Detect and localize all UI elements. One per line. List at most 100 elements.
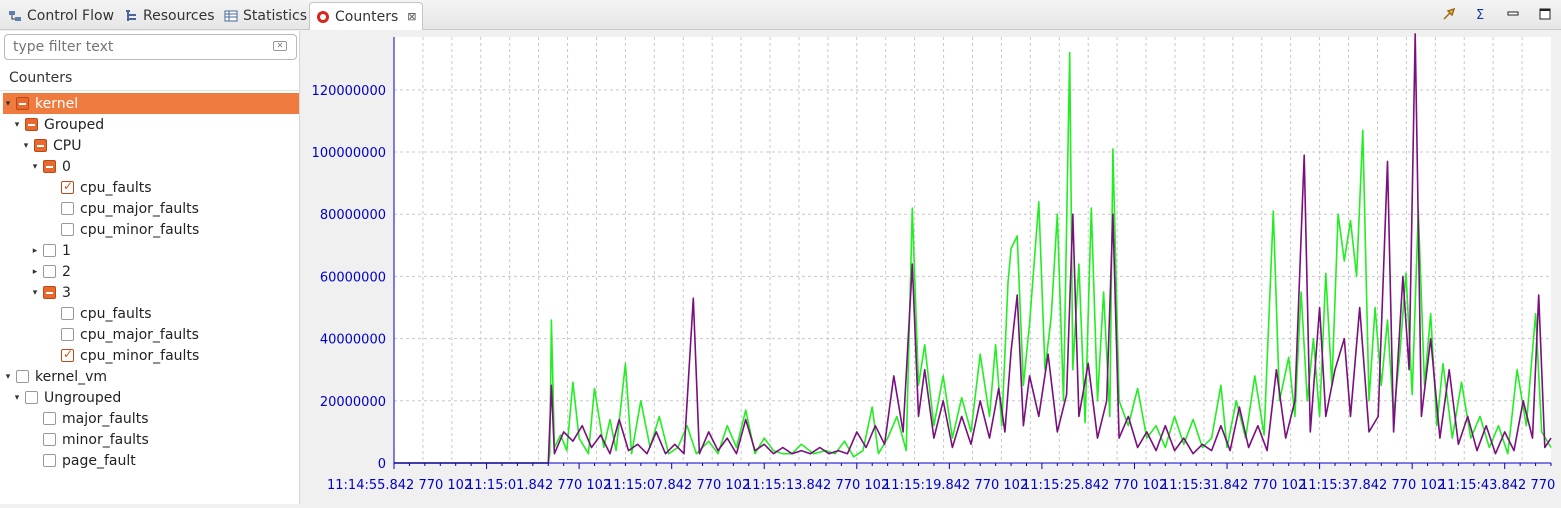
filter-input[interactable] <box>4 34 297 60</box>
tree-item[interactable]: ▾ CPU <box>3 135 299 156</box>
tree-item[interactable]: ▾ Grouped <box>3 114 299 135</box>
tree-item[interactable]: cpu_minor_faults <box>3 219 299 240</box>
tree-item[interactable]: cpu_major_faults <box>3 198 299 219</box>
expanded-arrow-icon[interactable]: ▾ <box>32 161 38 172</box>
tree-item-label: 1 <box>62 242 71 259</box>
x-tick-label: 11:15:31.842 770 102 <box>1161 478 1306 493</box>
tree-item-label: kernel <box>35 95 79 112</box>
tab-resources[interactable]: Resources <box>118 2 221 29</box>
checkbox[interactable] <box>43 286 56 299</box>
tree-item[interactable]: ▾ kernel <box>3 93 299 114</box>
checkbox[interactable] <box>61 328 74 341</box>
checkbox[interactable] <box>61 307 74 320</box>
tree-item-label: cpu_minor_faults <box>80 221 200 238</box>
series-line-0 <box>394 51 1552 464</box>
counters-chart[interactable]: 0 20000000 40000000 60000000 80000000 1000000… <box>302 31 1561 504</box>
checkbox[interactable] <box>43 433 56 446</box>
maximize-icon[interactable] <box>1537 6 1553 22</box>
control-flow-icon <box>8 9 22 23</box>
tree-item-label: cpu_minor_faults <box>80 347 200 364</box>
checkbox[interactable] <box>61 202 74 215</box>
resources-icon <box>124 9 138 23</box>
x-tick-label: 11:15:43.842 770 <box>1439 478 1555 493</box>
tree-item-label: kernel_vm <box>35 368 108 385</box>
view-toolbar: Σ <box>1441 6 1553 22</box>
tree-item[interactable]: ▸ 1 <box>3 240 299 261</box>
checkbox[interactable] <box>43 265 56 278</box>
checkbox[interactable] <box>61 347 74 362</box>
view-tab-bar: Control Flow Resources Statistics Counte… <box>0 0 1561 30</box>
tree-item[interactable]: cpu_faults <box>3 303 299 324</box>
tab-label: Statistics <box>243 7 307 24</box>
expanded-arrow-icon[interactable]: ▾ <box>14 392 20 403</box>
y-tick-label: 20000000 <box>320 395 386 410</box>
expanded-arrow-icon[interactable]: ▾ <box>23 140 29 151</box>
x-tick-label: 11:15:19.842 770 102 <box>883 478 1028 493</box>
tree-item[interactable]: ▸ 2 <box>3 261 299 282</box>
header-divider <box>0 90 299 91</box>
checkbox[interactable] <box>43 412 56 425</box>
tree-item-label: CPU <box>53 137 82 154</box>
sigma-icon[interactable]: Σ <box>1473 6 1489 22</box>
y-tick-label: 80000000 <box>320 208 386 223</box>
tab-control-flow[interactable]: Control Flow <box>2 2 120 29</box>
tree-item[interactable]: major_faults <box>3 408 299 429</box>
expanded-arrow-icon[interactable]: ▾ <box>14 119 20 130</box>
tree-item[interactable]: cpu_minor_faults <box>3 345 299 366</box>
series-line-1 <box>394 33 1552 464</box>
tree-item[interactable]: page_fault <box>3 450 299 471</box>
checkbox[interactable] <box>25 118 38 131</box>
y-tick-label: 100000000 <box>312 146 386 161</box>
collapsed-arrow-icon[interactable]: ▸ <box>32 245 38 256</box>
tree-item-label: cpu_faults <box>80 179 152 196</box>
minimize-icon[interactable] <box>1505 6 1521 22</box>
checkbox[interactable] <box>16 370 29 383</box>
y-tick-label: 0 <box>378 457 386 472</box>
tab-label: Counters <box>335 8 399 25</box>
tree-item[interactable]: minor_faults <box>3 429 299 450</box>
y-tick-label: 120000000 <box>312 84 386 99</box>
tree-item-label: Ungrouped <box>44 389 122 406</box>
pin-icon[interactable] <box>1441 6 1457 22</box>
checkbox[interactable] <box>43 244 56 257</box>
tree-item[interactable]: ▾ 0 <box>3 156 299 177</box>
tree-item-label: cpu_major_faults <box>80 200 199 217</box>
statistics-icon <box>224 9 238 23</box>
tree-item[interactable]: ▾ kernel_vm <box>3 366 299 387</box>
x-tick-label: 11:15:25.842 770 102 <box>1022 478 1167 493</box>
checkbox[interactable] <box>25 391 38 404</box>
checkbox[interactable] <box>16 97 29 110</box>
x-tick-label: 11:15:37.842 770 102 <box>1300 478 1445 493</box>
tree-item[interactable]: ▾ Ungrouped <box>3 387 299 408</box>
counters-icon <box>316 10 330 24</box>
clear-filter-icon[interactable]: ✕ <box>273 41 287 51</box>
tab-statistics[interactable]: Statistics <box>218 2 313 29</box>
x-tick-label: 11:15:07.842 770 102 <box>605 478 750 493</box>
x-tick-label: 11:15:13.842 770 102 <box>744 478 889 493</box>
checkbox[interactable] <box>34 139 47 152</box>
chart-svg[interactable]: 0 20000000 40000000 60000000 80000000 1000000… <box>302 31 1561 504</box>
tree-item-label: Grouped <box>44 116 105 133</box>
tab-label: Resources <box>143 7 215 24</box>
checkbox[interactable] <box>43 454 56 467</box>
close-icon[interactable]: ⊠ <box>407 10 417 23</box>
expanded-arrow-icon[interactable]: ▾ <box>5 98 11 109</box>
svg-text:Σ: Σ <box>1476 8 1484 21</box>
collapsed-arrow-icon[interactable]: ▸ <box>32 266 38 277</box>
expanded-arrow-icon[interactable]: ▾ <box>5 371 11 382</box>
y-tick-label: 40000000 <box>320 333 386 348</box>
tree-item[interactable]: cpu_faults <box>3 177 299 198</box>
tab-counters[interactable]: Counters ⊠ <box>309 2 424 30</box>
tree-item[interactable]: ▾ 3 <box>3 282 299 303</box>
tree-item[interactable]: cpu_major_faults <box>3 324 299 345</box>
tree-item-label: page_fault <box>62 452 136 469</box>
expanded-arrow-icon[interactable]: ▾ <box>32 287 38 298</box>
checkbox[interactable] <box>61 179 74 194</box>
counters-tree-panel: ✕ Counters ▾ kernel ▾ Grouped ▾ CPU ▾0 cpu_faul… <box>0 31 300 504</box>
y-tick-label: 60000000 <box>320 270 386 285</box>
checkbox[interactable] <box>43 160 56 173</box>
tree-item-label: 2 <box>62 263 71 280</box>
x-tick-label: 11:14:55.842 770 102 <box>327 478 472 493</box>
tree-column-header: Counters <box>9 70 73 86</box>
checkbox[interactable] <box>61 223 74 236</box>
